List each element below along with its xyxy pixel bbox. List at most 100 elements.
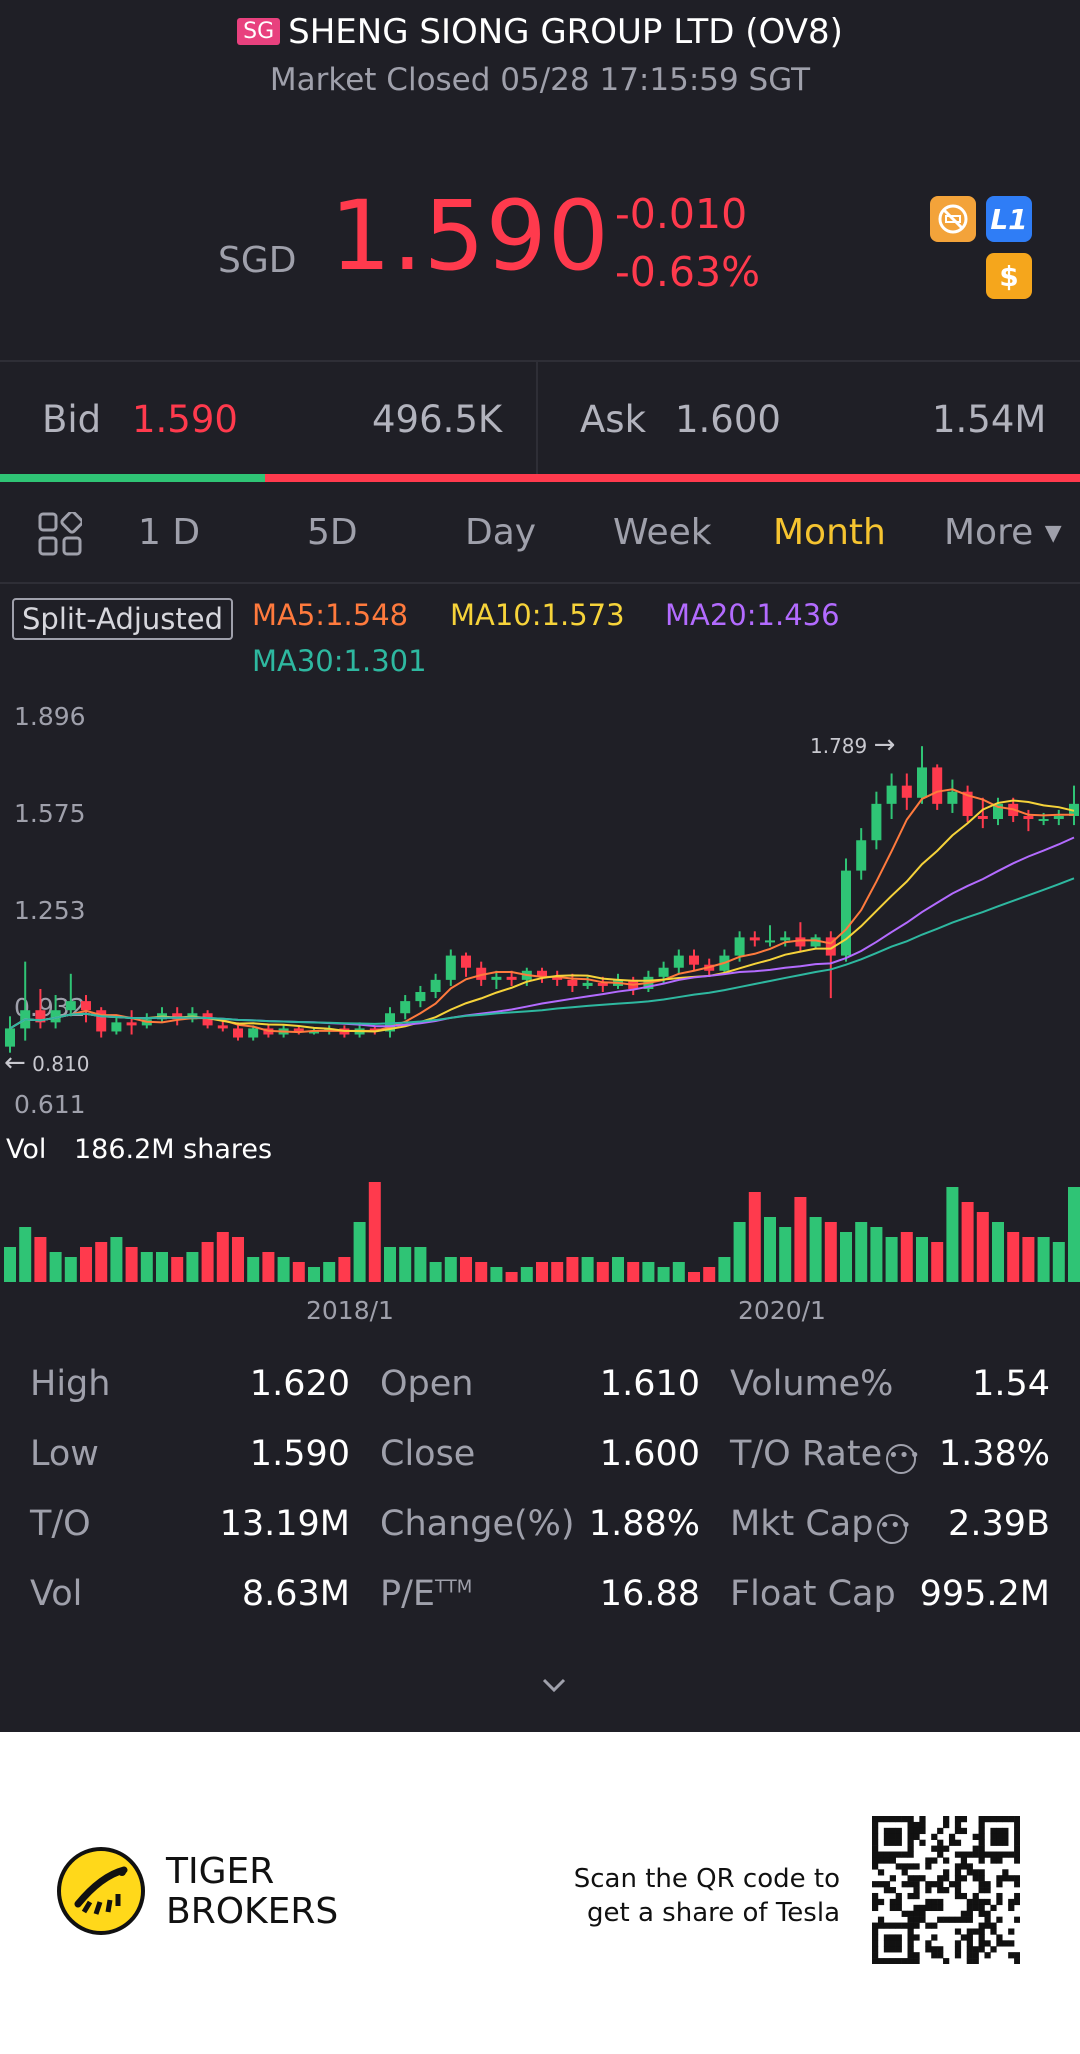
volume-bar [490,1267,503,1282]
candle [65,973,76,1017]
volume-bar [110,1237,123,1282]
tab-day[interactable]: Day [465,512,537,553]
candle-body [871,803,882,841]
stat-label: P/E [380,1574,436,1614]
volume-bar [824,1222,837,1282]
tab-more[interactable]: More ▼ [944,512,1062,553]
candle [673,949,684,974]
info-icon[interactable]: ••• [877,1514,911,1544]
volume-bar [308,1267,320,1282]
candle [537,967,547,983]
volume-bar [900,1232,913,1282]
last-price: 1.590 [330,180,610,292]
candle [96,1007,107,1038]
volume-bar [460,1257,472,1282]
volume-bar [95,1242,108,1282]
candle [1069,785,1079,826]
currency-label: SGD [218,240,297,281]
candle [765,925,775,947]
candle-body [248,1028,259,1038]
tab-1d[interactable]: 1 D [138,512,201,553]
market-badge: SG [237,18,281,45]
candle [856,828,867,880]
candle-body [430,979,441,993]
volume-bar [1068,1187,1080,1282]
brand-line2: BROKERS [166,1891,339,1932]
tab-5d[interactable]: 5D [307,512,358,553]
bid-price: 1.590 [132,398,238,441]
candle-body [582,982,593,986]
candle [415,985,426,1008]
candle [841,858,851,962]
stat-label-with-info: T/O Rate ••• [730,1434,920,1474]
candle-body [293,1028,304,1032]
volume-bar [353,1222,366,1282]
ma5-line [9,788,1074,1034]
volume-bar [931,1242,944,1282]
candle-body [825,937,836,956]
candle-body [962,791,973,816]
candle [20,961,31,1041]
candle [202,1010,213,1029]
tab-month[interactable]: Month [773,512,886,553]
candle [400,995,411,1020]
volume-bar [916,1237,928,1282]
high-value: 1.789 [810,734,868,758]
bid-ask-panel[interactable]: Bid 1.590 496.5K Ask 1.600 1.54M [0,362,1080,474]
bid-size: 496.5K [372,398,503,441]
volume-value: 186.2M shares [74,1134,273,1165]
chevron-down-icon[interactable] [524,1660,584,1710]
candle-body [445,955,456,980]
y-tick: 1.253 [14,896,86,925]
volume-bar [505,1272,518,1282]
volume-bar [672,1262,685,1282]
no-short-sell-icon[interactable] [930,196,976,242]
stock-name: SHENG SIONG GROUP LTD (OV8) [288,12,843,52]
stat-label: Low [30,1434,99,1474]
volume-bar [186,1252,199,1282]
dollar-icon[interactable]: $ [986,253,1032,299]
volume-bar [399,1247,412,1282]
brand-line1: TIGER [166,1851,275,1892]
volume-bar [156,1252,168,1282]
volume-bar [961,1202,974,1282]
candle [187,1007,198,1023]
candle-body [780,937,791,941]
volume-bar [247,1257,260,1282]
candle [552,970,563,986]
candle-body [947,791,958,804]
ask-price: 1.600 [675,398,781,441]
ma10-legend: MA10:1.573 [450,598,625,632]
stock-title: SG SHENG SIONG GROUP LTD (OV8) [0,12,1080,52]
volume-bar [368,1182,381,1282]
ma30-line [9,877,1075,1030]
candlestick-chart[interactable] [0,700,1080,1120]
stat-value: 8.63M [241,1574,350,1614]
volume-bar [323,1262,336,1282]
info-icon[interactable]: ••• [886,1444,920,1474]
candle [977,797,988,829]
candle-body [81,1001,91,1011]
stat-label: Mkt Cap [730,1504,874,1544]
level1-icon[interactable]: L1 [986,196,1032,242]
stat-value: 1.600 [599,1434,700,1474]
volume-bar [49,1252,62,1282]
promo-footer: TIGER BROKERS Scan the QR code to get a … [0,1732,1080,2054]
candle [172,1007,183,1026]
candle [628,976,639,996]
candle-body [537,970,547,977]
stat-value: 1.88% [588,1504,700,1544]
arrow-right-icon: → [873,730,896,760]
volume-bar [520,1267,533,1282]
volume-bar [262,1252,275,1282]
candle-body [461,955,471,968]
ask-label: Ask [580,398,647,441]
bid-ask-ratio-bar [0,474,1080,482]
tab-week[interactable]: Week [613,512,712,553]
split-adjusted-toggle[interactable]: Split-Adjusted [12,598,234,640]
stat-value: 1.610 [599,1364,700,1404]
volume-bar [34,1237,47,1282]
grid-icon[interactable] [38,510,84,560]
candle [430,973,441,999]
candle-body [917,767,927,798]
